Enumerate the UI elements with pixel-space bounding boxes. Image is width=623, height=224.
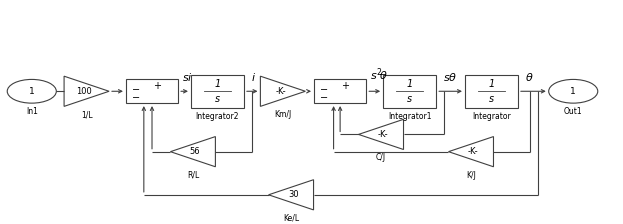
Text: +: + [153,81,161,91]
Text: Out1: Out1 [564,107,583,116]
Text: $s^2\!\theta$: $s^2\!\theta$ [371,66,389,83]
Text: Integrator1: Integrator1 [388,112,431,121]
Text: s: s [215,94,220,104]
Text: 1/L: 1/L [81,110,92,119]
Text: In1: In1 [26,107,38,116]
Text: 1: 1 [29,87,35,96]
Text: R/L: R/L [187,171,199,180]
Polygon shape [64,76,109,106]
Text: $i$: $i$ [250,71,255,83]
Text: Integrator: Integrator [472,112,511,121]
Text: −: − [132,85,140,95]
Text: 1: 1 [214,79,221,89]
Text: C/J: C/J [376,153,386,162]
Polygon shape [358,119,404,149]
Ellipse shape [7,80,56,103]
Text: s: s [489,94,494,104]
Bar [383,75,436,108]
Text: $\theta$: $\theta$ [525,71,533,83]
Polygon shape [171,137,216,167]
Text: +: + [341,81,350,91]
Polygon shape [449,137,493,167]
Text: K/J: K/J [466,171,476,180]
Ellipse shape [549,80,597,103]
Polygon shape [269,180,313,210]
Text: 1: 1 [407,79,413,89]
Bar [314,80,366,103]
Text: Ke/L: Ke/L [283,214,299,223]
Text: −: − [320,85,328,95]
Text: 56: 56 [190,147,201,156]
Bar [191,75,244,108]
Text: 100: 100 [77,87,92,96]
Text: Integrator2: Integrator2 [196,112,239,121]
Text: -K-: -K- [468,147,478,156]
Text: −: − [320,93,328,103]
Text: 1: 1 [488,79,495,89]
Text: 30: 30 [288,190,298,199]
Text: s: s [407,94,412,104]
Polygon shape [260,76,305,106]
Bar [465,75,518,108]
Text: Km/J: Km/J [274,110,292,119]
Bar [126,80,178,103]
Text: -K-: -K- [378,130,389,139]
Text: $s\theta$: $s\theta$ [443,71,457,83]
Text: -K-: -K- [275,87,286,96]
Text: 1: 1 [570,87,576,96]
Text: $si$: $si$ [183,71,193,83]
Text: −: − [132,93,140,103]
